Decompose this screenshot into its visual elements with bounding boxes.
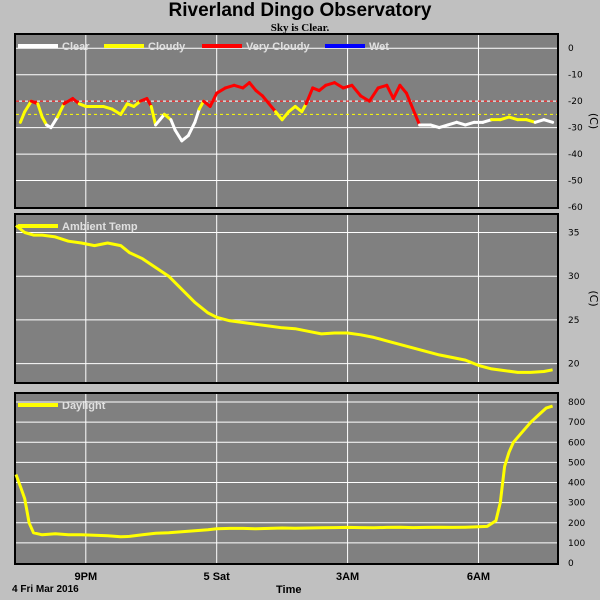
sky-temp-segment: [55, 102, 66, 119]
sky-temp-segment: [49, 115, 59, 130]
y-tick-label: 200: [568, 519, 585, 529]
x-axis-label: Time: [276, 584, 302, 596]
sky-temp-segment: [391, 83, 402, 101]
sky-temp-segment: [341, 83, 354, 90]
sky-temp-segment: [324, 81, 336, 87]
sky-temp-segment: [463, 120, 476, 127]
sky-temp-segment: [23, 99, 33, 114]
sky-temp-segment: [413, 112, 422, 127]
x-tick-label: 9PM: [74, 571, 97, 583]
sky-temp-segment: [110, 107, 123, 116]
y-unit-label: (C): [587, 113, 600, 129]
y-tick-label: -60: [568, 203, 583, 213]
y-tick-label: 100: [568, 539, 585, 549]
sky-temp-segment: [428, 123, 441, 130]
x-tick-label: 3AM: [336, 571, 359, 583]
sky-temp-segment: [267, 102, 278, 114]
sky-temp-segment: [376, 83, 389, 90]
sky-temp-segment: [40, 115, 49, 127]
page-title: Riverland Dingo Observatory: [168, 0, 432, 21]
legend-label: Ambient Temp: [62, 221, 138, 233]
sky-temp-segment: [367, 86, 380, 103]
sky-temp-segment: [300, 102, 308, 114]
sky-temp-segment: [385, 83, 395, 101]
sky-temp-segment: [62, 97, 75, 106]
sky-temp-segment: [455, 120, 467, 127]
sky-temp-segment: [149, 104, 158, 127]
y-tick-label: -20: [568, 97, 583, 107]
daylight-line: [14, 404, 554, 539]
sky-temp-segment: [215, 86, 227, 95]
sky-temp-segment: [542, 118, 555, 124]
y-tick-label: 35: [568, 228, 579, 238]
y-tick-label: 20: [568, 360, 580, 370]
y-tick-label: -30: [568, 124, 583, 134]
y-tick-label: -50: [568, 177, 583, 187]
sky-temp-segment: [101, 104, 114, 111]
page-subtitle: Sky is Clear.: [270, 22, 330, 34]
legend-label: Daylight: [62, 400, 106, 412]
y-tick-label: 30: [568, 272, 580, 282]
y-tick-label: 600: [568, 438, 585, 448]
sky-temp-segment: [247, 81, 258, 93]
sky-temp-segment: [350, 83, 363, 98]
sky-temp-segment: [208, 91, 219, 108]
sky-temp-segment: [145, 97, 153, 108]
sky-temp-segment: [332, 81, 345, 90]
sky-temp-segment: [169, 118, 177, 132]
legend-label: Clear: [62, 41, 90, 53]
sky-temp-segment: [186, 120, 197, 138]
y-tick-label: 400: [568, 479, 585, 489]
sky-temp-segment: [261, 94, 271, 106]
x-tick-label: 5 Sat: [204, 571, 231, 583]
sky-temp-segment: [193, 107, 201, 124]
date-label: 4 Fri Mar 2016: [12, 584, 79, 595]
sky-temp-segment: [507, 115, 520, 122]
sky-temp-segment: [404, 91, 413, 106]
sky-temp-segment: [437, 123, 450, 130]
legend-label: Wet: [369, 41, 389, 53]
sky-temp-segment: [359, 94, 371, 103]
ambient-temperature-line: [15, 224, 553, 374]
plot-area-2: [16, 394, 557, 563]
y-tick-label: 500: [568, 458, 585, 468]
sky-temp-segment: [481, 118, 494, 124]
sky-temp-segment: [232, 83, 245, 90]
y-tick-label: -40: [568, 150, 583, 160]
legend-label: Cloudy: [148, 41, 186, 53]
sky-temp-segment: [280, 110, 291, 122]
sky-temp-segment: [274, 110, 284, 122]
y-tick-label: 0: [568, 559, 574, 569]
sky-temp-segment: [398, 83, 408, 95]
y-tick-label: -10: [568, 71, 583, 81]
sky-temp-segment: [18, 110, 27, 124]
sky-temp-segment: [446, 120, 459, 127]
y-tick-label: 800: [568, 398, 585, 408]
sky-temp-segment: [524, 118, 537, 124]
y-tick-label: 700: [568, 418, 585, 428]
legend-label: Very Cloudy: [246, 41, 310, 53]
y-unit-label: (C): [587, 290, 600, 306]
y-tick-label: 0: [568, 44, 574, 54]
sky-temp-segment: [119, 102, 129, 116]
sky-temp-segment: [173, 128, 184, 143]
sky-temp-segment: [498, 115, 511, 122]
sky-temp-segment: [36, 102, 44, 119]
sky-temp-segment: [409, 102, 417, 116]
y-tick-label: 300: [568, 499, 585, 509]
sky-temp-segment: [533, 118, 546, 124]
plot-area-1: [16, 215, 557, 382]
sky-temp-segment: [304, 86, 315, 106]
plot-area-0: [16, 35, 557, 207]
y-tick-label: 25: [568, 316, 579, 326]
x-tick-label: 6AM: [467, 571, 490, 583]
sky-temp-segment: [223, 83, 236, 90]
